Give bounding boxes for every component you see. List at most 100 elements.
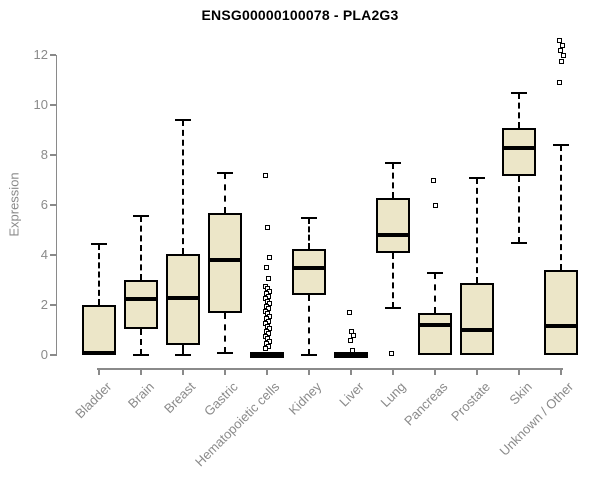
lower-whisker-skin	[518, 176, 520, 243]
outlier-point-unknown-other	[560, 52, 566, 58]
upper-whisker-cap-unknown-other	[553, 144, 569, 146]
upper-whisker-skin	[518, 92, 520, 128]
upper-whisker-bladder	[98, 243, 100, 305]
y-tick-mark	[49, 104, 56, 106]
upper-whisker-cap-gastric	[217, 171, 233, 174]
upper-whisker-cap-lung	[385, 161, 401, 164]
x-tick-mark	[476, 369, 478, 375]
median-lung	[376, 233, 410, 237]
median-brain	[124, 296, 158, 301]
box-unknown-other	[544, 270, 578, 355]
median-unknown-other	[544, 324, 578, 329]
upper-whisker-cap-bladder	[91, 242, 107, 245]
y-tick-label: 2	[40, 297, 48, 312]
median-prostate	[460, 328, 494, 332]
x-tick-label-kidney: Kidney	[285, 379, 325, 418]
x-tick-label-liver: Liver	[336, 379, 367, 410]
lower-whisker-brain	[140, 328, 142, 355]
box-kidney	[292, 248, 326, 295]
y-tick-mark	[49, 154, 56, 156]
y-tick-mark	[49, 354, 56, 356]
lower-whisker-cap-gastric	[217, 351, 233, 354]
lower-whisker-cap-brain	[133, 354, 149, 356]
upper-whisker-cap-skin	[511, 91, 527, 94]
lower-whisker-gastric	[224, 312, 226, 353]
upper-whisker-kidney	[308, 217, 310, 249]
box-prostate	[460, 282, 494, 355]
y-tick-label: 4	[40, 247, 48, 262]
upper-whisker-brain	[140, 216, 142, 280]
outlier-point-lung	[388, 351, 394, 357]
upper-whisker-unknown-other	[560, 145, 562, 270]
y-tick-label: 0	[40, 347, 48, 362]
outlier-point-liver	[347, 337, 353, 343]
box-gastric	[208, 212, 242, 313]
x-tick-mark	[308, 369, 310, 375]
x-tick-label-bladder: Bladder	[72, 379, 115, 422]
outlier-point-unknown-other	[556, 37, 562, 43]
outlier-point-hematopoietic-cells	[264, 225, 270, 230]
upper-whisker-cap-brain	[133, 215, 149, 218]
outlier-point-liver	[350, 332, 356, 338]
median-hematopoietic-cells	[250, 351, 284, 356]
median-liver	[334, 351, 368, 356]
upper-whisker-prostate	[476, 177, 478, 283]
outlier-point-hematopoietic-cells	[262, 172, 268, 178]
x-tick-mark	[434, 369, 436, 375]
outlier-point-unknown-other	[557, 47, 563, 53]
upper-whisker-pancreas	[434, 272, 436, 313]
upper-whisker-cap-kidney	[301, 216, 317, 219]
median-gastric	[208, 258, 242, 262]
lower-whisker-kidney	[308, 295, 310, 355]
outlier-point-unknown-other	[558, 58, 564, 64]
x-tick-mark	[518, 369, 520, 375]
outlier-point-pancreas	[430, 177, 436, 183]
x-tick-mark	[140, 369, 142, 375]
box-lung	[376, 197, 410, 253]
y-tick-label: 10	[33, 97, 48, 112]
upper-whisker-cap-prostate	[469, 176, 485, 179]
x-tick-mark	[392, 369, 394, 375]
median-breast	[166, 295, 200, 300]
box-brain	[124, 280, 158, 329]
x-tick-label-breast: Breast	[161, 379, 199, 417]
x-tick-label-pancreas: Pancreas	[401, 379, 451, 429]
outlier-point-hematopoietic-cells	[262, 346, 268, 352]
x-axis-line	[97, 368, 563, 370]
lower-whisker-breast	[182, 345, 184, 355]
upper-whisker-cap-breast	[175, 119, 191, 121]
outlier-point-unknown-other	[556, 80, 562, 85]
median-skin	[502, 145, 536, 150]
lower-whisker-cap-kidney	[301, 354, 317, 356]
x-tick-label-lung: Lung	[377, 379, 409, 411]
median-pancreas	[418, 323, 452, 327]
x-tick-mark	[560, 369, 562, 375]
x-tick-label-skin: Skin	[506, 379, 535, 408]
outlier-point-hematopoietic-cells	[263, 265, 269, 270]
x-tick-mark	[350, 369, 352, 375]
upper-whisker-breast	[182, 120, 184, 254]
chart-title: ENSG00000100078 - PLA2G3	[201, 7, 399, 23]
lower-whisker-cap-skin	[511, 241, 527, 244]
outlier-point-hematopoietic-cells	[266, 255, 272, 260]
y-tick-mark	[49, 54, 56, 56]
y-tick-mark	[49, 204, 56, 206]
x-tick-mark	[182, 369, 184, 375]
box-bladder	[82, 305, 116, 355]
y-tick-mark	[49, 304, 56, 306]
x-tick-label-brain: Brain	[124, 379, 157, 412]
median-kidney	[292, 265, 326, 270]
outlier-point-liver	[349, 347, 355, 353]
x-tick-label-prostate: Prostate	[447, 379, 493, 424]
x-tick-mark	[266, 369, 268, 375]
y-tick-mark	[49, 254, 56, 256]
upper-whisker-gastric	[224, 172, 226, 213]
median-bladder	[82, 351, 116, 355]
lower-whisker-cap-lung	[385, 306, 401, 309]
y-tick-label: 12	[33, 47, 48, 62]
upper-whisker-lung	[392, 162, 394, 198]
outlier-point-liver	[346, 310, 352, 315]
box-pancreas	[418, 312, 452, 355]
outlier-point-unknown-other	[559, 42, 565, 48]
